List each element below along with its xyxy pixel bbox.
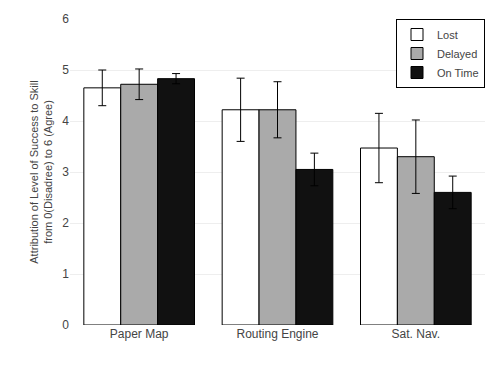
svg-text:Attribution of Level of Succes: Attribution of Level of Success to Skill… [28, 80, 54, 263]
svg-text:3: 3 [62, 165, 69, 179]
svg-text:5: 5 [62, 63, 69, 77]
svg-text:Routing Engine: Routing Engine [236, 327, 318, 341]
svg-text:Lost: Lost [437, 29, 458, 41]
svg-text:On Time: On Time [437, 67, 479, 79]
svg-text:4: 4 [62, 114, 69, 128]
svg-text:Paper Map: Paper Map [110, 327, 169, 341]
svg-text:2: 2 [62, 216, 69, 230]
svg-text:Delayed: Delayed [437, 48, 477, 60]
svg-text:0: 0 [62, 318, 69, 332]
svg-text:Sat. Nav.: Sat. Nav. [392, 327, 440, 341]
svg-text:6: 6 [62, 12, 69, 26]
svg-text:1: 1 [62, 267, 69, 281]
